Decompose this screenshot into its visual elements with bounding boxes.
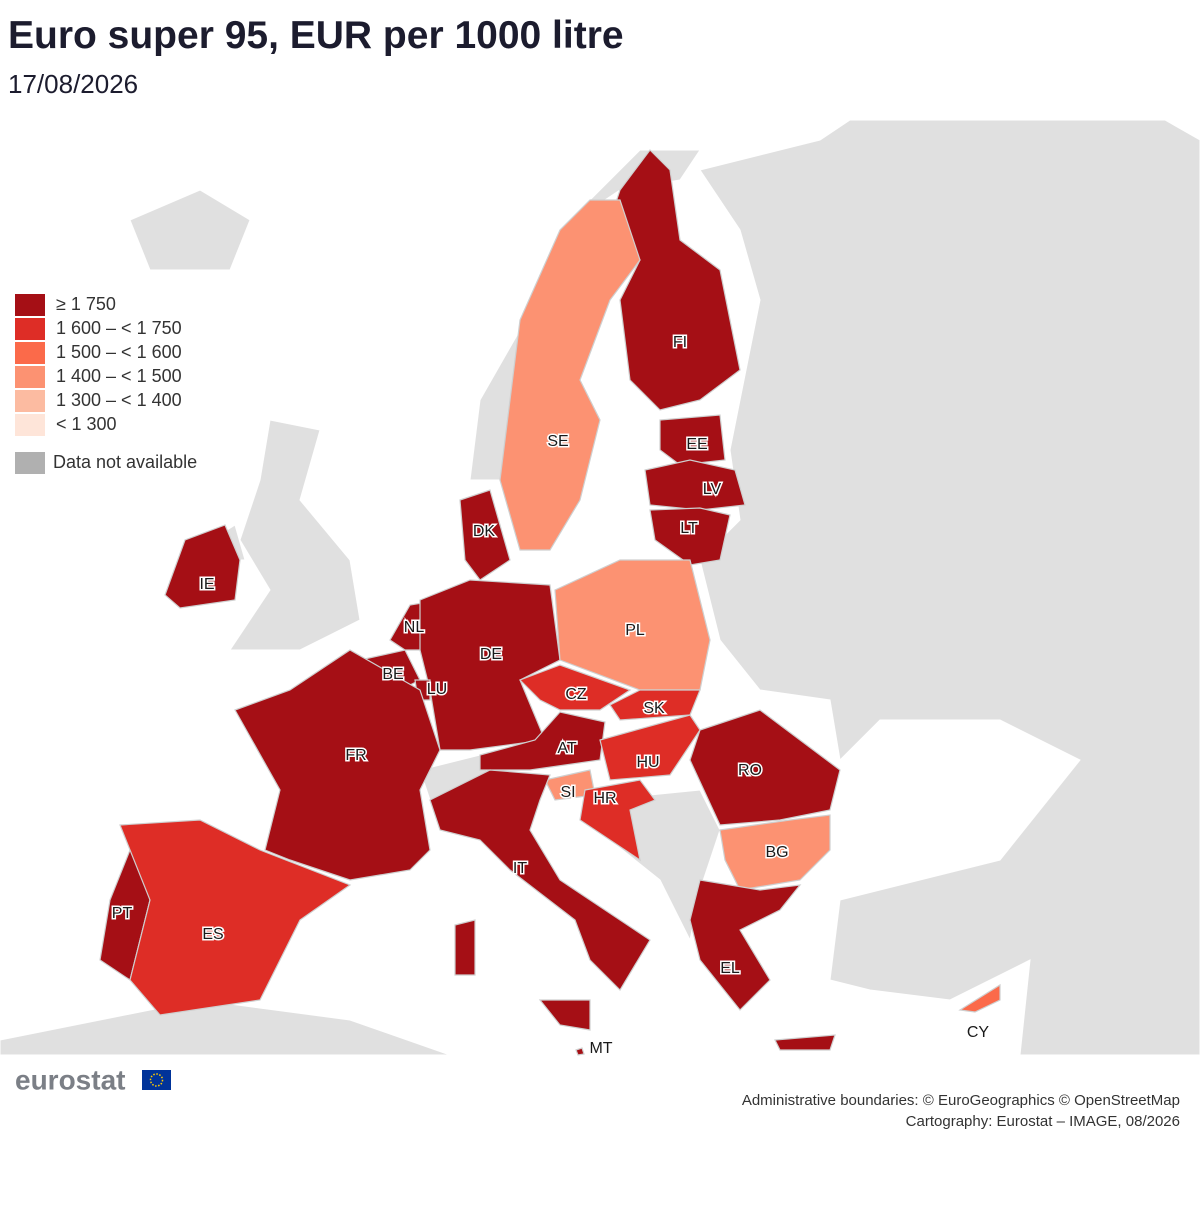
country [554,559,711,691]
legend-label: 1 600 – < 1 750 [56,318,182,338]
legend-swatch [15,294,45,316]
country [719,814,831,891]
country [538,999,591,1031]
legend-label: 1 500 – < 1 600 [56,342,182,362]
country [958,983,1001,1013]
country [419,579,561,751]
title: Euro super 95, EUR per 1000 litre [8,14,624,57]
land [699,119,1200,1056]
country-label: LU [427,681,447,698]
country-label: BE [382,666,403,683]
flag [142,1070,171,1090]
country-label: CY [967,1024,990,1041]
country-label: BG [765,844,788,861]
country-label: PL [625,622,645,639]
land [229,419,361,651]
legend-swatch [15,414,45,436]
country-label: DE [480,646,502,663]
country-label: SE [547,433,568,450]
background-land [0,119,1200,1056]
subtitle: 17/08/2026 [8,69,138,99]
country [119,819,352,1016]
country-label: MT [589,1040,612,1057]
country [774,1034,836,1051]
country-label: EE [686,436,707,453]
country [609,689,701,721]
country-label: NL [404,619,425,636]
legend-label: ≥ 1 750 [56,294,116,314]
country-label: IT [513,860,527,877]
country [579,779,656,862]
legend-label: Data not available [53,452,197,472]
country [429,769,651,991]
country-label: RO [738,762,762,779]
country [459,489,511,581]
country-label: PT [112,905,133,922]
legend-swatch [15,318,45,340]
flag-stars [149,1073,164,1087]
country [599,714,701,781]
country [649,507,731,566]
legend-label: < 1 300 [56,414,117,434]
country-label: SI [560,784,575,801]
credit: Administrative boundaries: © EuroGeograp… [742,1092,1180,1109]
country-label: AT [557,740,576,757]
country [575,1047,585,1056]
country-label: DK [473,523,496,540]
country [689,879,802,1011]
legend-swatch [15,366,45,388]
legend-label: 1 300 – < 1 400 [56,390,182,410]
credit: Cartography: Eurostat – IMAGE, 08/2026 [906,1113,1180,1130]
country [454,919,476,976]
land [0,999,451,1056]
country [234,649,441,881]
legend: ≥ 1 750 1 600 – < 1 750 1 500 – < 1 600 1 4… [15,294,197,474]
country-label: SK [643,700,665,717]
country-label: FI [673,334,687,351]
country-label: ES [202,926,223,943]
country-label: FR [345,747,366,764]
land [129,189,251,271]
country [164,524,241,609]
eu-flag [142,1070,171,1090]
countries: FI SE EE LV LT DK IE NL DE PL BE LU CZ SK FR AT HU RO SI HR… [99,149,1001,1059]
country [499,199,641,551]
country-label: LV [703,481,722,498]
country-label: EL [720,960,740,977]
country [644,459,746,511]
legend-swatch [15,342,45,364]
legend-swatch [15,452,45,474]
country [518,664,632,711]
country-label: CZ [565,686,587,703]
logo: eurostat [15,1064,125,1095]
country [689,709,841,826]
country-label: HR [593,790,616,807]
country-label: LT [680,520,698,537]
legend-swatch [15,390,45,412]
legend-label: 1 400 – < 1 500 [56,366,182,386]
country-label: HU [636,754,659,771]
country-label: IE [199,576,214,593]
